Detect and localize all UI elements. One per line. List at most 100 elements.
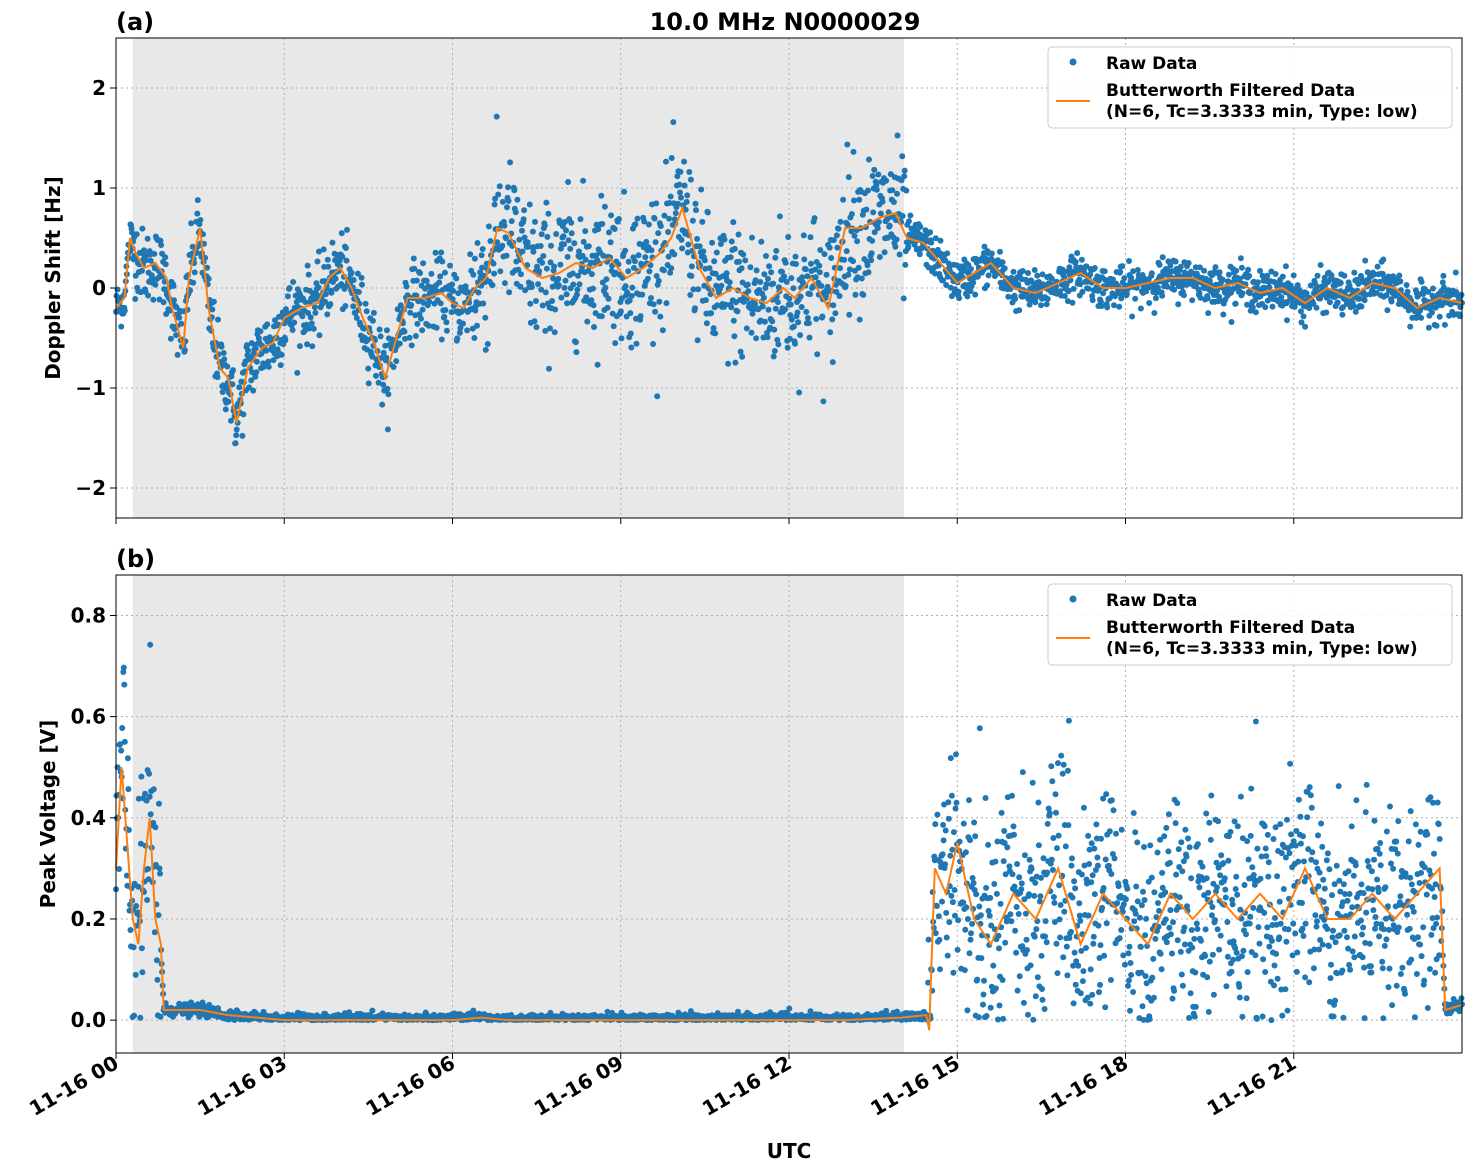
raw-data-point [1016,307,1022,313]
raw-data-point [553,231,559,237]
raw-data-point [1170,996,1176,1002]
raw-data-point [1157,262,1163,268]
raw-data-point [1066,718,1072,724]
raw-data-point [420,260,426,266]
raw-data-point [561,233,567,239]
raw-data-point [820,398,826,404]
raw-data-point [1015,988,1021,994]
raw-data-point [1236,984,1242,990]
raw-data-point [278,362,284,368]
raw-data-point [1211,992,1217,998]
raw-data-point [865,262,871,268]
raw-data-point [1089,840,1095,846]
raw-data-point [765,334,771,340]
raw-data-point [1195,841,1201,847]
raw-data-point [1126,978,1132,984]
raw-data-point [629,293,635,299]
raw-data-point [1206,820,1212,826]
raw-data-point [687,292,693,298]
raw-data-point [1012,296,1018,302]
raw-data-point [807,335,813,341]
raw-data-point [1118,927,1124,933]
raw-data-point [678,169,684,175]
raw-data-point [128,927,134,933]
raw-data-point [655,230,661,236]
raw-data-point [1127,944,1133,950]
raw-data-point [933,930,939,936]
raw-data-point [740,252,746,258]
raw-data-point [529,284,535,290]
raw-data-point [967,837,973,843]
raw-data-point [1205,310,1211,316]
raw-data-point [520,249,526,255]
raw-data-point [1030,1017,1036,1023]
raw-data-point [1216,947,1222,953]
raw-data-point [806,320,812,326]
raw-data-point [557,262,563,268]
raw-data-point [1158,951,1164,957]
raw-data-point [682,183,688,189]
legend-filtered-params-a: (N=6, Tc=3.3333 min, Type: low) [1106,102,1418,122]
raw-data-point [1213,264,1219,270]
raw-data-point [824,272,830,278]
raw-data-point [1223,895,1229,901]
raw-data-point [796,390,802,396]
raw-data-point [404,284,410,290]
raw-data-point [804,273,810,279]
raw-data-point [1039,953,1045,959]
raw-data-point [1167,860,1173,866]
raw-data-point [1300,833,1306,839]
raw-data-point [1054,941,1060,947]
raw-data-point [730,219,736,225]
raw-data-point [1171,988,1177,994]
raw-data-point [1069,855,1075,861]
raw-data-point [1024,937,1030,943]
raw-data-point [605,305,611,311]
raw-data-point [434,325,440,331]
raw-data-point [1016,874,1022,880]
raw-data-point [1380,257,1386,263]
raw-data-point [870,173,876,179]
raw-data-point [1223,983,1229,989]
raw-data-point [514,197,520,203]
raw-data-point [1266,944,1272,950]
raw-data-point [869,238,875,244]
raw-data-point [328,290,334,296]
raw-data-point [1147,842,1153,848]
raw-data-point [1210,952,1216,958]
raw-data-point [949,793,955,799]
raw-data-point [491,261,497,267]
raw-data-point [317,332,323,338]
raw-data-point [1101,953,1107,959]
raw-data-point [856,265,862,271]
raw-data-point [1308,792,1314,798]
raw-data-point [582,228,588,234]
raw-data-point [1292,931,1298,937]
raw-data-point [1012,884,1018,890]
raw-data-point [1294,969,1300,975]
raw-data-point [1102,268,1108,274]
raw-data-point [439,259,445,265]
raw-data-point [591,302,597,308]
raw-data-point [1087,1001,1093,1007]
raw-data-point [1090,297,1096,303]
raw-data-point [901,295,907,301]
raw-data-point [221,350,227,356]
raw-data-point [870,209,876,215]
raw-data-point [1050,867,1056,873]
raw-data-point [1062,293,1068,299]
raw-data-point [1140,1003,1146,1009]
raw-data-point [749,235,755,241]
raw-data-point [1437,314,1443,320]
raw-data-point [917,251,923,257]
raw-data-point [487,238,493,244]
raw-data-point [1063,843,1069,849]
raw-data-point [287,285,293,291]
raw-data-point [1212,917,1218,923]
raw-data-point [573,339,579,345]
raw-data-point [622,248,628,254]
raw-data-point [118,324,124,330]
raw-data-point [1114,900,1120,906]
raw-data-point [1038,302,1044,308]
raw-data-point [900,213,906,219]
